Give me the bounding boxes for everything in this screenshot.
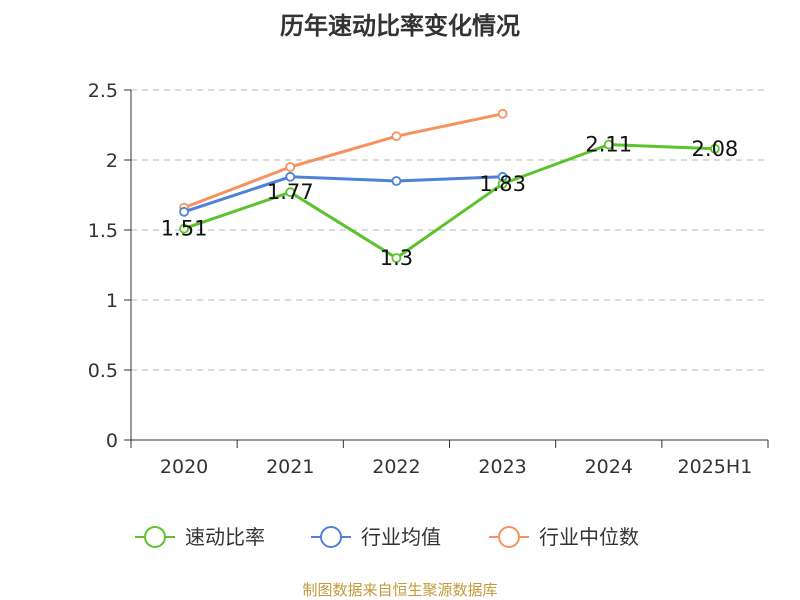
data-point: [179, 206, 189, 217]
x-tick-label: 2024: [585, 456, 633, 478]
legend-swatch-marker: [498, 526, 520, 548]
y-tick-label: 0.5: [88, 360, 118, 382]
data-point: [603, 139, 614, 150]
data-point: [497, 178, 508, 189]
legend-label: 行业均值: [361, 525, 441, 549]
legend-swatch-marker: [144, 526, 166, 548]
axes: 0 0.5 1 1.5 2 2.5 2020 2021 2022 2023 2024 2025H1: [88, 80, 769, 478]
x-tick-label: 2022: [372, 456, 420, 478]
series-line: [183, 143, 715, 260]
y-tick-label: 1.5: [88, 220, 118, 242]
x-tick-label: 2025H1: [678, 456, 753, 478]
legend-item: 行业均值: [311, 525, 441, 549]
data-label: 1.77: [267, 180, 314, 204]
data-point: [710, 143, 720, 154]
y-tick-label: 2: [106, 150, 118, 172]
legend-label: 速动比率: [185, 525, 265, 549]
y-tick-label: 2.5: [88, 80, 118, 102]
legend: 速动比率 行业均值 行业中位数: [135, 525, 639, 549]
series-line: [183, 175, 503, 214]
data-label: 2.11: [585, 133, 632, 157]
data-point: [391, 131, 402, 142]
y-tick-label: 0: [106, 430, 118, 452]
y-tick-label: 1: [106, 290, 118, 312]
chart-title: 历年速动比率变化情况: [280, 12, 520, 40]
legend-item: 行业中位数: [489, 525, 639, 549]
data-label: 2.08: [692, 137, 739, 161]
data-point: [285, 171, 296, 182]
data-point: [285, 162, 296, 172]
data-point: [285, 187, 296, 198]
data-label: 1.83: [479, 172, 526, 196]
series-line: [183, 112, 503, 210]
data-point: [179, 223, 189, 234]
data-point: [391, 253, 402, 263]
x-tick-label: 2020: [160, 456, 208, 478]
legend-swatch-marker: [320, 526, 342, 548]
legend-item: 速动比率: [135, 525, 265, 549]
data-point: [391, 176, 402, 186]
data-labels: 1.51 1.77 1.3 1.83 2.11 2.08: [161, 133, 739, 270]
data-point: [497, 108, 508, 119]
grid-lines: [131, 89, 768, 371]
data-label: 1.51: [161, 217, 208, 241]
series-lines: [179, 108, 720, 263]
x-tick-label: 2023: [478, 456, 526, 478]
source-note: 制图数据来自恒生聚源数据库: [302, 581, 497, 599]
x-tick-label: 2021: [266, 456, 314, 478]
legend-label: 行业中位数: [539, 525, 639, 549]
data-label: 1.3: [380, 246, 413, 270]
